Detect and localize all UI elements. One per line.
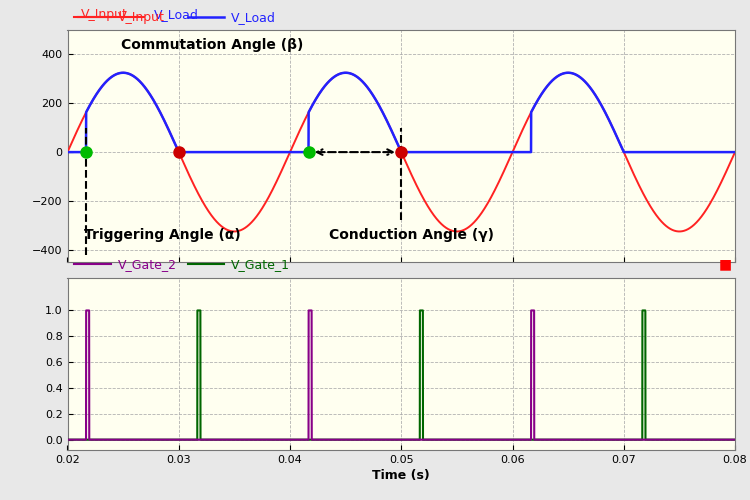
Text: Triggering Angle (α): Triggering Angle (α)	[84, 228, 241, 242]
Text: V_Gate_1: V_Gate_1	[231, 258, 290, 271]
X-axis label: Time (s): Time (s)	[372, 469, 430, 482]
Text: V_Input: V_Input	[118, 10, 164, 24]
Text: V_Load: V_Load	[154, 8, 200, 20]
Text: V_Load: V_Load	[231, 10, 276, 24]
Text: V_Gate_2: V_Gate_2	[118, 258, 176, 271]
Text: ■: ■	[718, 258, 732, 272]
Text: Commutation Angle (β): Commutation Angle (β)	[121, 38, 303, 52]
Text: V_Input: V_Input	[81, 8, 128, 20]
Text: Conduction Angle (γ): Conduction Angle (γ)	[329, 228, 494, 242]
